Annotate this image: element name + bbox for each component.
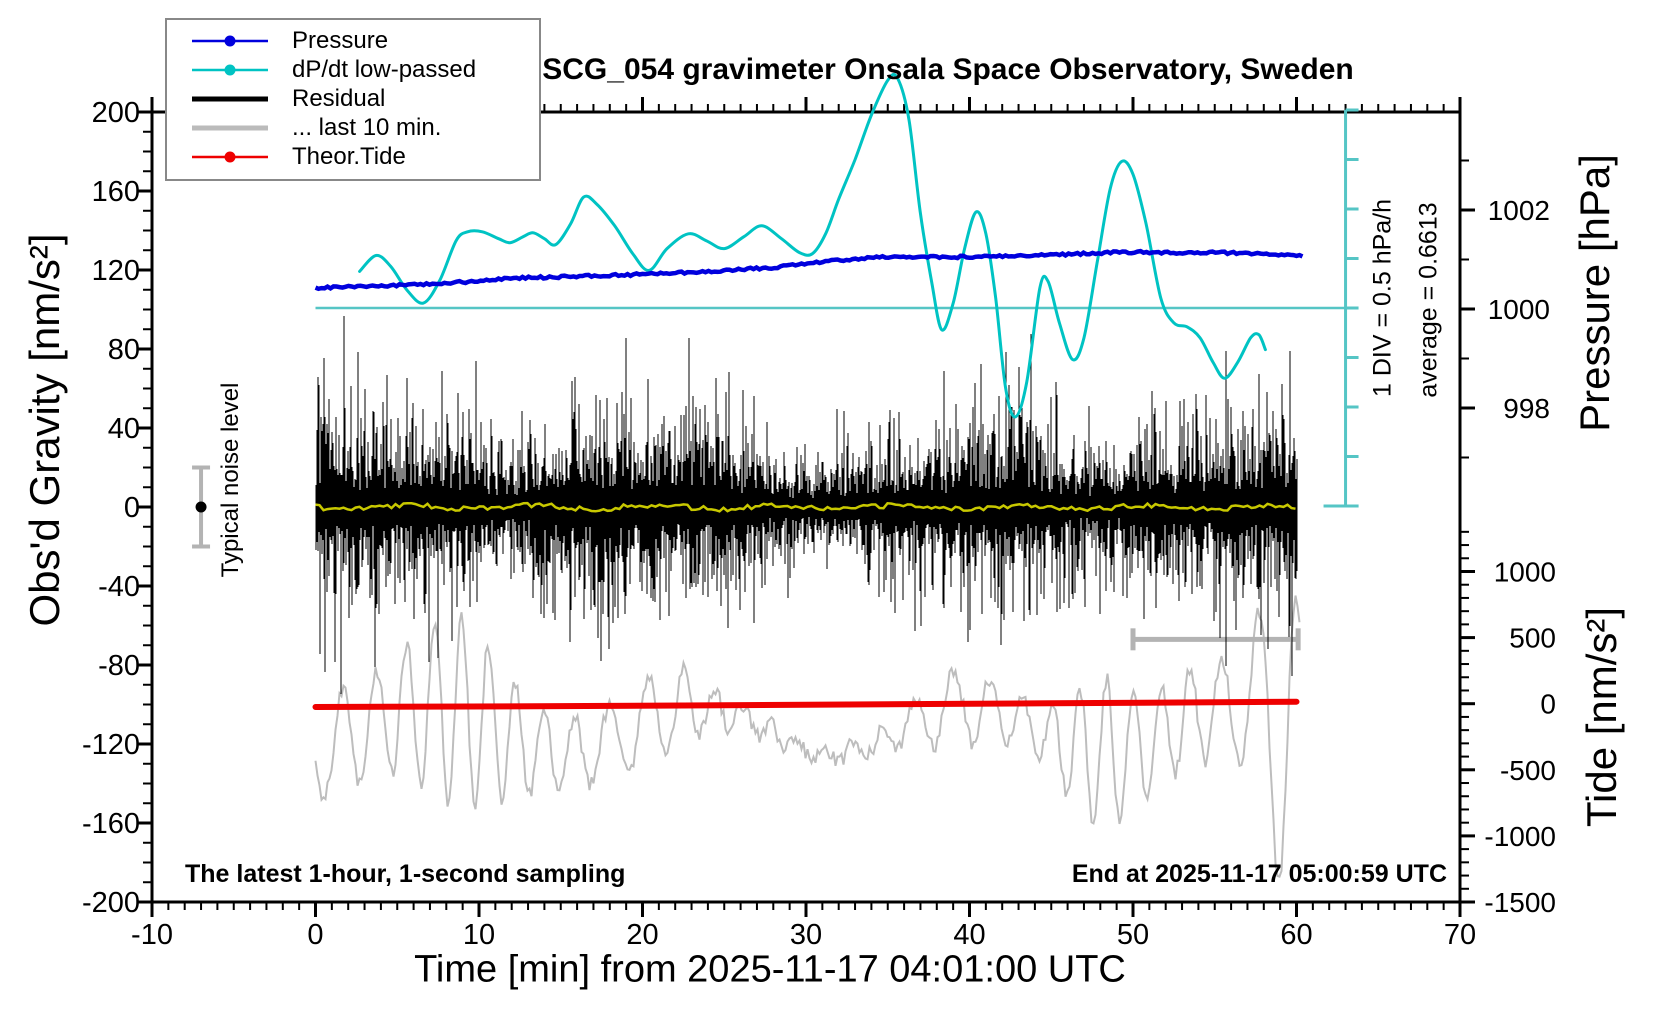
legend-item-pressure: Pressure bbox=[167, 26, 539, 55]
x-tick-label: 20 bbox=[626, 919, 658, 951]
x-tick-label: -10 bbox=[131, 919, 173, 951]
theor-tide-series bbox=[312, 698, 1300, 710]
gravity-tick-label: 0 bbox=[124, 492, 140, 524]
pressure-tick-label: 1000 bbox=[1488, 294, 1550, 325]
tide-tick-label: 500 bbox=[1509, 623, 1556, 654]
end-time-note: End at 2025-11-17 05:00:59 UTC bbox=[1071, 860, 1447, 888]
legend-item-dp-dt-low-passed: dP/dt low-passed bbox=[167, 55, 539, 84]
tide-tick-label: 0 bbox=[1540, 689, 1556, 720]
tide-tick-label: -500 bbox=[1500, 755, 1556, 786]
sampling-note: The latest 1-hour, 1-second sampling bbox=[185, 860, 626, 888]
residual-last10-series bbox=[314, 595, 1301, 878]
gravity-tick-label: -200 bbox=[82, 887, 140, 919]
legend-sample-icon bbox=[167, 91, 292, 107]
tide-tick-label: 1000 bbox=[1494, 557, 1556, 588]
x-tick-label: 40 bbox=[953, 919, 985, 951]
gravity-tick-label: -80 bbox=[98, 650, 140, 682]
legend-label: Residual bbox=[292, 84, 386, 112]
y-axis-title-gravity: Obs'd Gravity [nm/s²] bbox=[21, 233, 68, 627]
noise-level-annotation: Typical noise level bbox=[217, 382, 244, 578]
x-tick-label: 10 bbox=[463, 919, 495, 951]
legend-label: ... last 10 min. bbox=[292, 113, 442, 141]
legend-item-theor-tide: Theor.Tide bbox=[167, 142, 539, 171]
legend-sample-icon bbox=[167, 62, 292, 78]
gravity-tick-label: 160 bbox=[92, 176, 140, 208]
gravity-tick-label: 80 bbox=[108, 334, 140, 366]
legend-box: Pressure dP/dt low-passed Residual... last… bbox=[165, 18, 541, 181]
gravity-tick-label: 200 bbox=[92, 97, 140, 129]
pressure-tick-label: 998 bbox=[1503, 393, 1550, 424]
dpdt-series bbox=[358, 72, 1267, 419]
pressure-tick-label: 1002 bbox=[1488, 195, 1550, 226]
residual-smoothed-series bbox=[315, 501, 1296, 513]
gravity-tick-label: -40 bbox=[98, 571, 140, 603]
chart-title: SCG_054 gravimeter Onsala Space Observat… bbox=[542, 53, 1354, 86]
legend-item-residual: Residual bbox=[167, 84, 539, 113]
noise-errorbar-dot bbox=[195, 501, 207, 513]
legend-label: Theor.Tide bbox=[292, 142, 406, 170]
gravity-tick-label: -160 bbox=[82, 808, 140, 840]
legend-label: Pressure bbox=[292, 26, 389, 54]
plot-frame bbox=[150, 110, 1462, 904]
x-tick-label: 60 bbox=[1280, 919, 1312, 951]
gravity-tick-label: -120 bbox=[82, 729, 140, 761]
x-axis-title: Time [min] from 2025-11-17 04:01:00 UTC bbox=[414, 948, 1126, 991]
x-tick-label: 50 bbox=[1117, 919, 1149, 951]
legend-sample-icon bbox=[167, 120, 292, 136]
gravity-tick-label: 120 bbox=[92, 255, 140, 287]
y-axis-title-tide: Tide [nm/s²] bbox=[1578, 606, 1625, 828]
x-tick-label: 30 bbox=[790, 919, 822, 951]
x-tick-label: 0 bbox=[307, 919, 323, 951]
tide-tick-label: -1500 bbox=[1484, 887, 1556, 918]
legend-sample-icon bbox=[167, 149, 292, 165]
div-scale-annotation: 1 DIV = 0.5 hPa/h bbox=[1368, 198, 1397, 398]
x-tick-label: 70 bbox=[1444, 919, 1476, 951]
legend-sample-icon bbox=[167, 33, 292, 49]
y-axis-title-pressure: Pressure [hPa] bbox=[1571, 154, 1618, 432]
tide-tick-label: -1000 bbox=[1484, 821, 1556, 852]
pressure-series bbox=[314, 248, 1304, 292]
average-annotation: average = 0.6613 bbox=[1414, 202, 1443, 398]
legend-label: dP/dt low-passed bbox=[292, 55, 477, 83]
gravity-tick-label: 40 bbox=[108, 413, 140, 445]
legend-item-last-10-min: ... last 10 min. bbox=[167, 113, 539, 142]
